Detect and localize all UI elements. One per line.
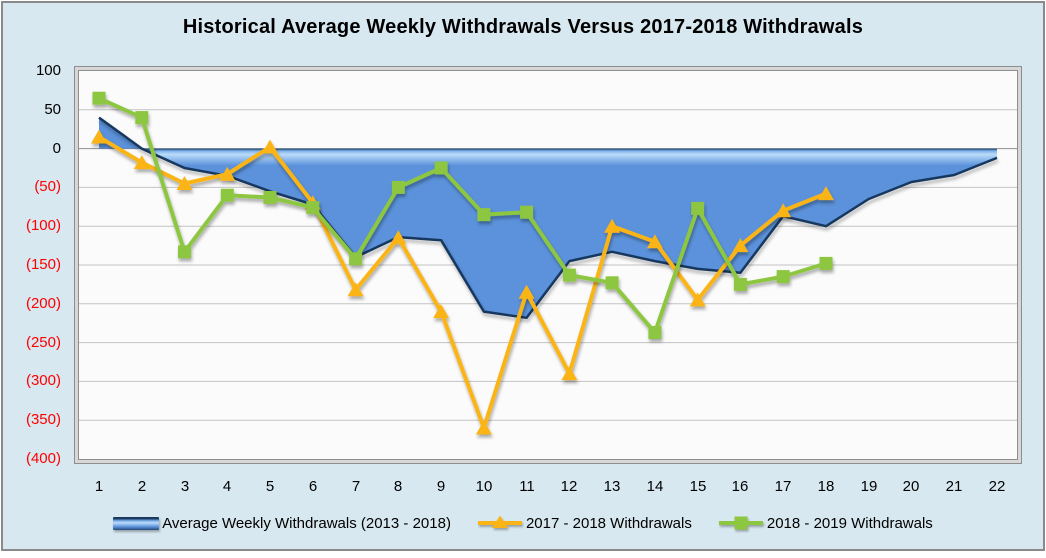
x-tick-label: 13 <box>603 478 621 495</box>
x-tick-label: 14 <box>646 478 664 495</box>
y-tick-label: (300) <box>25 372 61 389</box>
legend-item-2018-2019: 2018 - 2019 Withdrawals <box>718 514 933 532</box>
square-line-legend-marker <box>718 514 764 532</box>
y-tick-label: (150) <box>25 256 61 273</box>
chart-title: Historical Average Weekly Withdrawals Ve… <box>182 16 864 38</box>
y-tick-label: 50 <box>44 101 61 118</box>
legend-label-2017-2018: 2017 - 2018 Withdrawals <box>525 514 692 532</box>
x-tick-label: 8 <box>393 478 403 495</box>
y-tick-label: (50) <box>34 178 61 195</box>
x-tick-label: 16 <box>731 478 749 495</box>
x-tick-label: 19 <box>860 478 878 495</box>
area-series-legend-swatch <box>113 516 160 530</box>
legend-label-2018-2019: 2018 - 2019 Withdrawals <box>766 514 933 532</box>
y-tick-label: (350) <box>25 411 61 428</box>
x-tick-label: 12 <box>560 478 578 495</box>
x-axis: 1 2 3 4 5 6 7 8 9 10 11 12 13 14 15 16 17 18 19 20 21 22 <box>3 478 1043 498</box>
x-tick-label: 2 <box>137 478 147 495</box>
x-tick-label: 15 <box>689 478 707 495</box>
legend-item-average: Average Weekly Withdrawals (2013 - 2018) <box>113 515 451 532</box>
y-tick-label: (200) <box>25 295 61 312</box>
x-tick-label: 21 <box>945 478 963 495</box>
x-tick-label: 10 <box>475 478 493 495</box>
triangle-line-legend-marker <box>477 514 523 532</box>
x-tick-label: 17 <box>774 478 792 495</box>
x-tick-label: 18 <box>817 478 835 495</box>
legend-item-2017-2018: 2017 - 2018 Withdrawals <box>477 514 692 532</box>
x-tick-label: 5 <box>265 478 275 495</box>
y-tick-label: (100) <box>25 217 61 234</box>
y-tick-label: 100 <box>35 62 61 79</box>
y-tick-label: (250) <box>25 334 61 351</box>
x-tick-label: 11 <box>519 478 535 495</box>
y-tick-label: 0 <box>52 140 61 157</box>
x-tick-label: 22 <box>988 478 1006 495</box>
x-tick-label: 20 <box>902 478 920 495</box>
x-tick-label: 4 <box>222 478 232 495</box>
x-tick-label: 6 <box>308 478 318 495</box>
y-tick-label: (400) <box>25 450 61 467</box>
x-tick-label: 1 <box>94 478 104 495</box>
plot-area-svg <box>79 91 1017 435</box>
legend: Average Weekly Withdrawals (2013 - 2018)… <box>3 511 1043 535</box>
y-axis: 100 50 0 (50) (100) (150) (200) (250) (300) (350)… <box>3 3 61 549</box>
x-tick-label: 7 <box>351 478 361 495</box>
x-tick-label: 9 <box>436 478 446 495</box>
plot-frame <box>75 67 1021 463</box>
x-tick-label: 3 <box>180 478 190 495</box>
legend-label-average: Average Weekly Withdrawals (2013 - 2018) <box>162 514 451 532</box>
